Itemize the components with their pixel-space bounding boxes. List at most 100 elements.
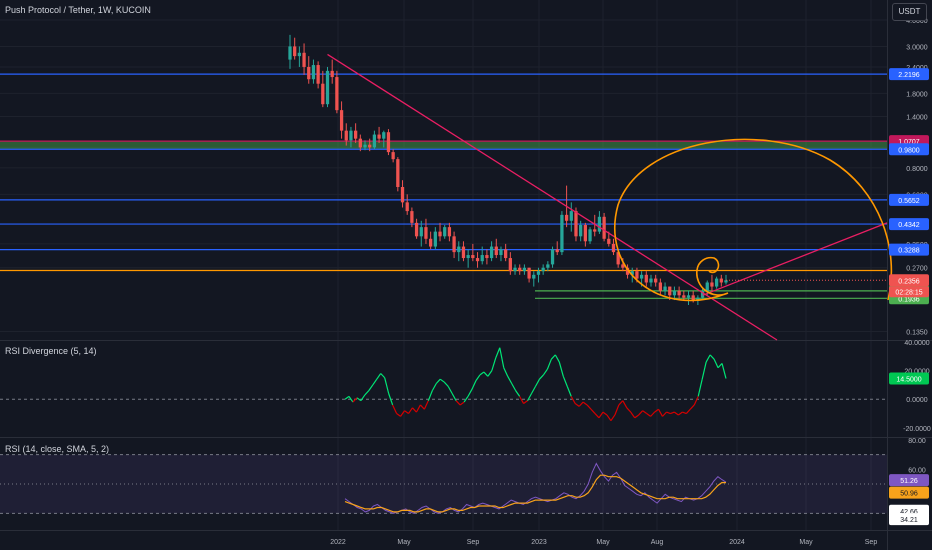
price-tag-label: 0.9800 [898,147,920,154]
candle [461,241,466,262]
divergence-segment [376,373,382,380]
price-tag-label: 50.96 [900,491,918,498]
price-tag-box [889,513,929,526]
level-price-tag: 0.3288 [889,243,929,256]
divergence-segment [443,381,449,387]
candle-body [461,246,466,259]
y-tick-label: 20.0000 [904,369,929,376]
divergence-segment [356,397,362,402]
y-tick-label: 1.8000 [906,91,928,98]
divergence-segment [554,354,560,363]
descending-trendline [327,53,778,341]
divergence-segment [447,386,453,394]
x-tick-label: Sep [467,539,480,546]
divergence-segment [590,408,596,414]
divergence-segment [662,411,667,417]
candle [724,274,728,285]
y-tick-label: 1.4000 [906,114,928,121]
rsi-ma-value-tag: 50.96 [889,486,929,499]
divergence-segment [352,397,358,403]
candle-body [630,271,634,275]
candle-body [391,152,395,160]
price-tag-box [889,243,929,256]
candle [494,238,498,259]
countdown-box [889,286,929,298]
candle [391,149,395,163]
candle-body [625,267,630,275]
candle [363,140,367,151]
divergence-segment [404,410,409,415]
divergence-segment [642,410,647,415]
divergence-segment [705,354,711,363]
divergence-segment [630,411,636,419]
candle [597,211,602,234]
candle-body [663,286,667,291]
candle-body [330,70,334,78]
currency-button[interactable]: USDT [892,3,927,21]
x-tick-label: Aug [651,539,664,546]
supply-zone [0,141,887,150]
divergence-segment [534,378,540,387]
level-price-tag: 0.4342 [889,218,929,231]
candle [382,130,386,148]
candle [508,252,512,275]
divergence-segment [415,404,421,413]
divergence-segment [606,414,612,422]
candle-body [410,211,414,223]
candle [611,238,616,256]
divergence-segment [586,404,592,410]
candle [471,243,475,262]
divergence-segment [650,411,656,417]
candle-body [438,231,442,237]
candle-body [569,211,573,221]
divergence-segment [459,401,465,406]
divergence-segment [618,400,624,406]
candle [410,207,414,228]
candle [429,231,433,250]
candle [368,138,372,152]
candle-body [297,52,302,57]
divergence-segment [558,361,564,377]
y-tick-label: 0.8000 [906,166,928,173]
rsi-band [0,454,887,514]
candle-body [696,297,700,301]
rsi-ma-line [344,474,727,513]
candle [719,274,723,287]
divergence-segment [566,386,572,397]
candle-body [672,290,677,296]
divergence-segment [384,377,390,394]
x-tick-label: 2022 [330,539,346,546]
divergence-segment [523,400,528,405]
candle-body [668,286,672,296]
candle-body [579,224,583,237]
candle-body [532,274,536,279]
candle [353,123,358,143]
candle-body [719,278,723,283]
x-tick-label: 2023 [531,539,547,546]
candle [682,290,686,301]
candle-body [658,282,663,291]
candle-body [555,249,559,253]
divergence-segment [487,370,493,377]
price-tag-label: 42.66 [900,509,918,516]
candle-body [429,238,433,247]
price-tag-label: 14.5000 [896,376,921,383]
ascending-trendline [702,222,888,296]
divergence-segment [578,401,584,407]
candle [335,70,339,114]
y-tick-label: 4.0000 [906,18,928,25]
divergence-segment [682,411,687,415]
divergence-segment [598,411,604,419]
candle-body [466,255,470,259]
divergence-segment [622,400,628,409]
divergence-segment [431,383,437,391]
candle [396,157,400,192]
candle-body [302,52,306,67]
candle-body [588,229,592,242]
candle [316,61,320,89]
candle-body [724,280,728,283]
candle-body [471,255,475,259]
divergence-segment [614,404,620,416]
candle [447,222,452,242]
